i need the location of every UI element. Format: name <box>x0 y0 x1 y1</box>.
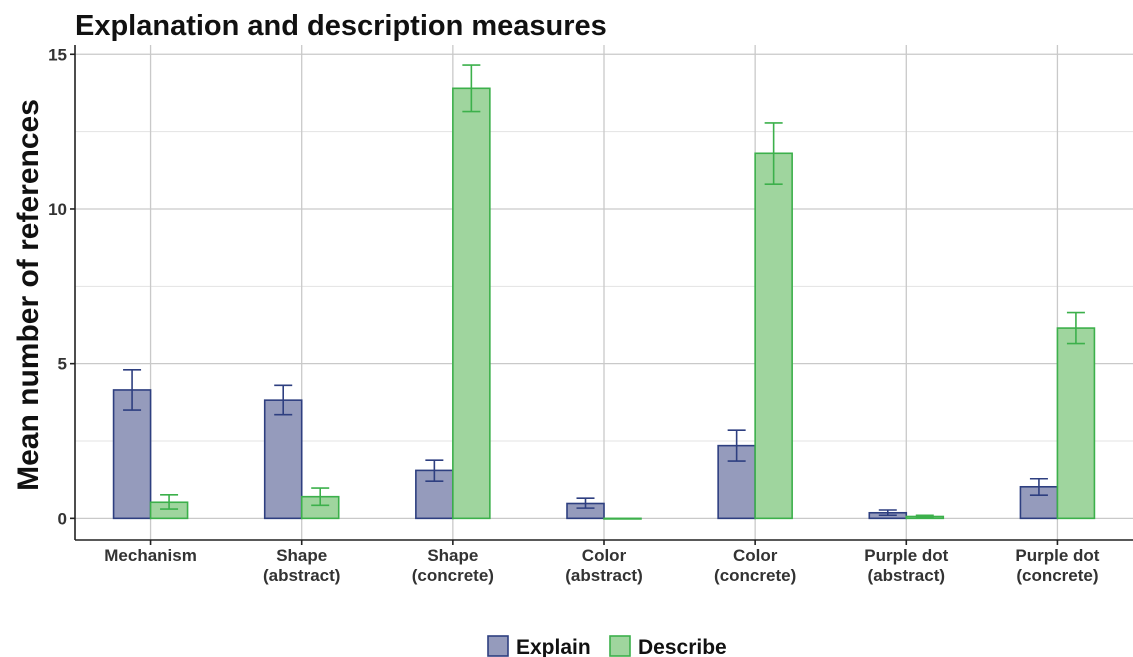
x-tick-label: Purple dot <box>864 546 948 565</box>
legend-swatch-explain <box>487 635 509 657</box>
y-tick-label: 0 <box>58 509 67 528</box>
bar-describe <box>754 152 793 520</box>
y-axis-label: Mean number of references <box>12 99 45 491</box>
chart-title: Explanation and description measures <box>75 10 607 42</box>
x-tick-label: Mechanism <box>104 546 197 565</box>
x-tick-label: (abstract) <box>868 566 945 585</box>
y-tick-label: 10 <box>48 200 67 219</box>
y-tick-label: 5 <box>58 355 67 374</box>
bar-describe <box>1056 327 1096 520</box>
x-tick-label: (abstract) <box>263 566 340 585</box>
bar-describe <box>603 517 642 520</box>
legend-label-explain: Explain <box>516 636 591 657</box>
x-tick-label: Shape <box>427 546 478 565</box>
axes <box>70 45 1133 545</box>
bar-explain <box>112 389 152 520</box>
legend: Explain Describe <box>487 635 727 657</box>
x-tick-label: Purple dot <box>1015 546 1099 565</box>
bar-explain <box>263 399 303 520</box>
x-tick-label: Color <box>582 546 627 565</box>
legend-label-describe: Describe <box>638 636 727 657</box>
grid-lines <box>75 45 1133 540</box>
x-tick-label: Shape <box>276 546 327 565</box>
y-tick-label: 15 <box>48 45 67 64</box>
x-tick-label: (concrete) <box>714 566 796 585</box>
bar-describe <box>452 87 491 520</box>
x-tick-label: Color <box>733 546 778 565</box>
x-tick-label: (concrete) <box>412 566 494 585</box>
x-tick-label: (abstract) <box>565 566 642 585</box>
bars <box>112 87 1096 520</box>
x-tick-label: (concrete) <box>1016 566 1098 585</box>
error-bars <box>123 64 1085 519</box>
legend-swatch-describe <box>609 635 631 657</box>
